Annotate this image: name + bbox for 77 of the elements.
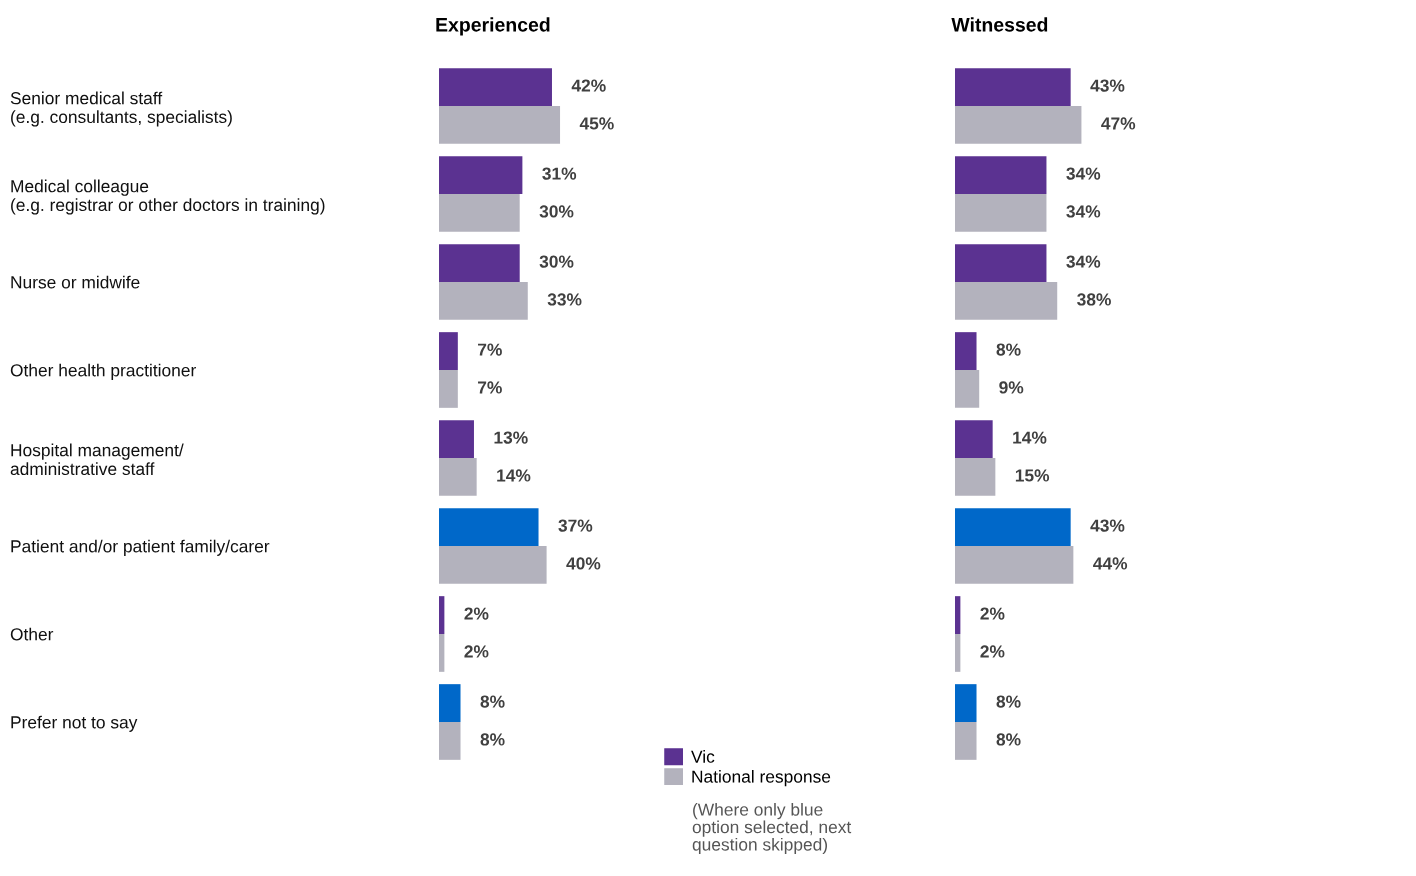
data-label: 8% xyxy=(480,695,505,708)
bar xyxy=(439,68,552,106)
bar xyxy=(439,420,474,458)
data-label: 31% xyxy=(542,167,577,180)
y-tick-label: Medical colleague (e.g. registrar or other doctors in training) xyxy=(11,179,325,215)
bar xyxy=(955,106,1082,144)
bar xyxy=(955,194,1047,232)
bar xyxy=(955,722,977,760)
bar xyxy=(439,332,458,370)
data-label: 15% xyxy=(1015,469,1050,482)
data-label: 9% xyxy=(999,381,1024,394)
bar xyxy=(439,684,461,722)
bar xyxy=(955,458,996,496)
data-label: 43% xyxy=(1090,519,1125,532)
bar xyxy=(439,458,477,496)
data-label: 30% xyxy=(539,205,574,218)
bar xyxy=(439,546,547,584)
bar xyxy=(439,508,539,546)
data-label: 2% xyxy=(464,607,489,620)
data-label: 44% xyxy=(1093,557,1128,570)
y-tick-label: Nurse or midwife xyxy=(11,275,140,289)
data-label: 14% xyxy=(1013,431,1047,444)
data-label: 14% xyxy=(497,469,531,482)
bar xyxy=(955,370,980,408)
data-label: 38% xyxy=(1077,293,1111,306)
legend-label: National response xyxy=(692,770,831,787)
data-label: 30% xyxy=(539,255,574,268)
y-tick-label: Senior medical staff (e.g. consultants, specialists) xyxy=(10,91,232,127)
y-tick-label: Other xyxy=(10,627,54,641)
data-label: 7% xyxy=(478,343,502,356)
bar xyxy=(439,244,520,282)
data-label: 34% xyxy=(1066,167,1101,180)
data-label: 13% xyxy=(494,431,528,444)
data-label: 34% xyxy=(1066,205,1101,218)
data-label: 8% xyxy=(480,733,505,746)
data-label: 2% xyxy=(980,645,1005,658)
bar xyxy=(955,508,1071,546)
bar xyxy=(955,244,1047,282)
y-tick-label: Prefer not to say xyxy=(11,715,138,732)
bar xyxy=(955,156,1047,194)
data-label: 2% xyxy=(464,645,489,658)
bar xyxy=(439,282,528,320)
y-tick-label: Patient and/or patient family/carer xyxy=(11,539,270,556)
bar xyxy=(439,370,458,408)
bar xyxy=(955,68,1071,106)
data-label: 43% xyxy=(1090,79,1125,92)
bar xyxy=(955,332,977,370)
data-label: 8% xyxy=(996,733,1021,746)
data-label: 8% xyxy=(996,343,1021,356)
bar xyxy=(955,420,993,458)
bar xyxy=(955,596,961,634)
data-label: 40% xyxy=(566,557,601,570)
bar xyxy=(439,106,561,144)
data-label: 34% xyxy=(1066,255,1101,268)
text: (Where only blue option selected, next question skipped) xyxy=(692,803,852,855)
data-label: 37% xyxy=(558,519,593,532)
data-label: 7% xyxy=(478,381,502,394)
bar xyxy=(439,194,520,232)
data-label: 42% xyxy=(571,79,606,92)
chart-title: Witnessed xyxy=(951,17,1048,32)
chart-title: Experienced xyxy=(436,17,550,36)
data-label: 8% xyxy=(996,695,1021,708)
bar xyxy=(955,634,961,672)
y-tick-label: Hospital management/ administrative staff xyxy=(10,443,184,476)
data-label: 33% xyxy=(547,293,582,306)
bar xyxy=(439,722,461,760)
data-label: 47% xyxy=(1101,117,1136,130)
y-tick-label: Other health practitioner xyxy=(10,363,196,380)
data-label: 45% xyxy=(579,117,614,130)
bar xyxy=(955,684,977,722)
bar xyxy=(439,156,523,194)
bar xyxy=(439,596,445,634)
bar xyxy=(439,634,445,672)
bar xyxy=(955,546,1074,584)
legend-label: Vic xyxy=(691,750,715,763)
bar xyxy=(955,282,1058,320)
data-label: 2% xyxy=(980,607,1005,620)
